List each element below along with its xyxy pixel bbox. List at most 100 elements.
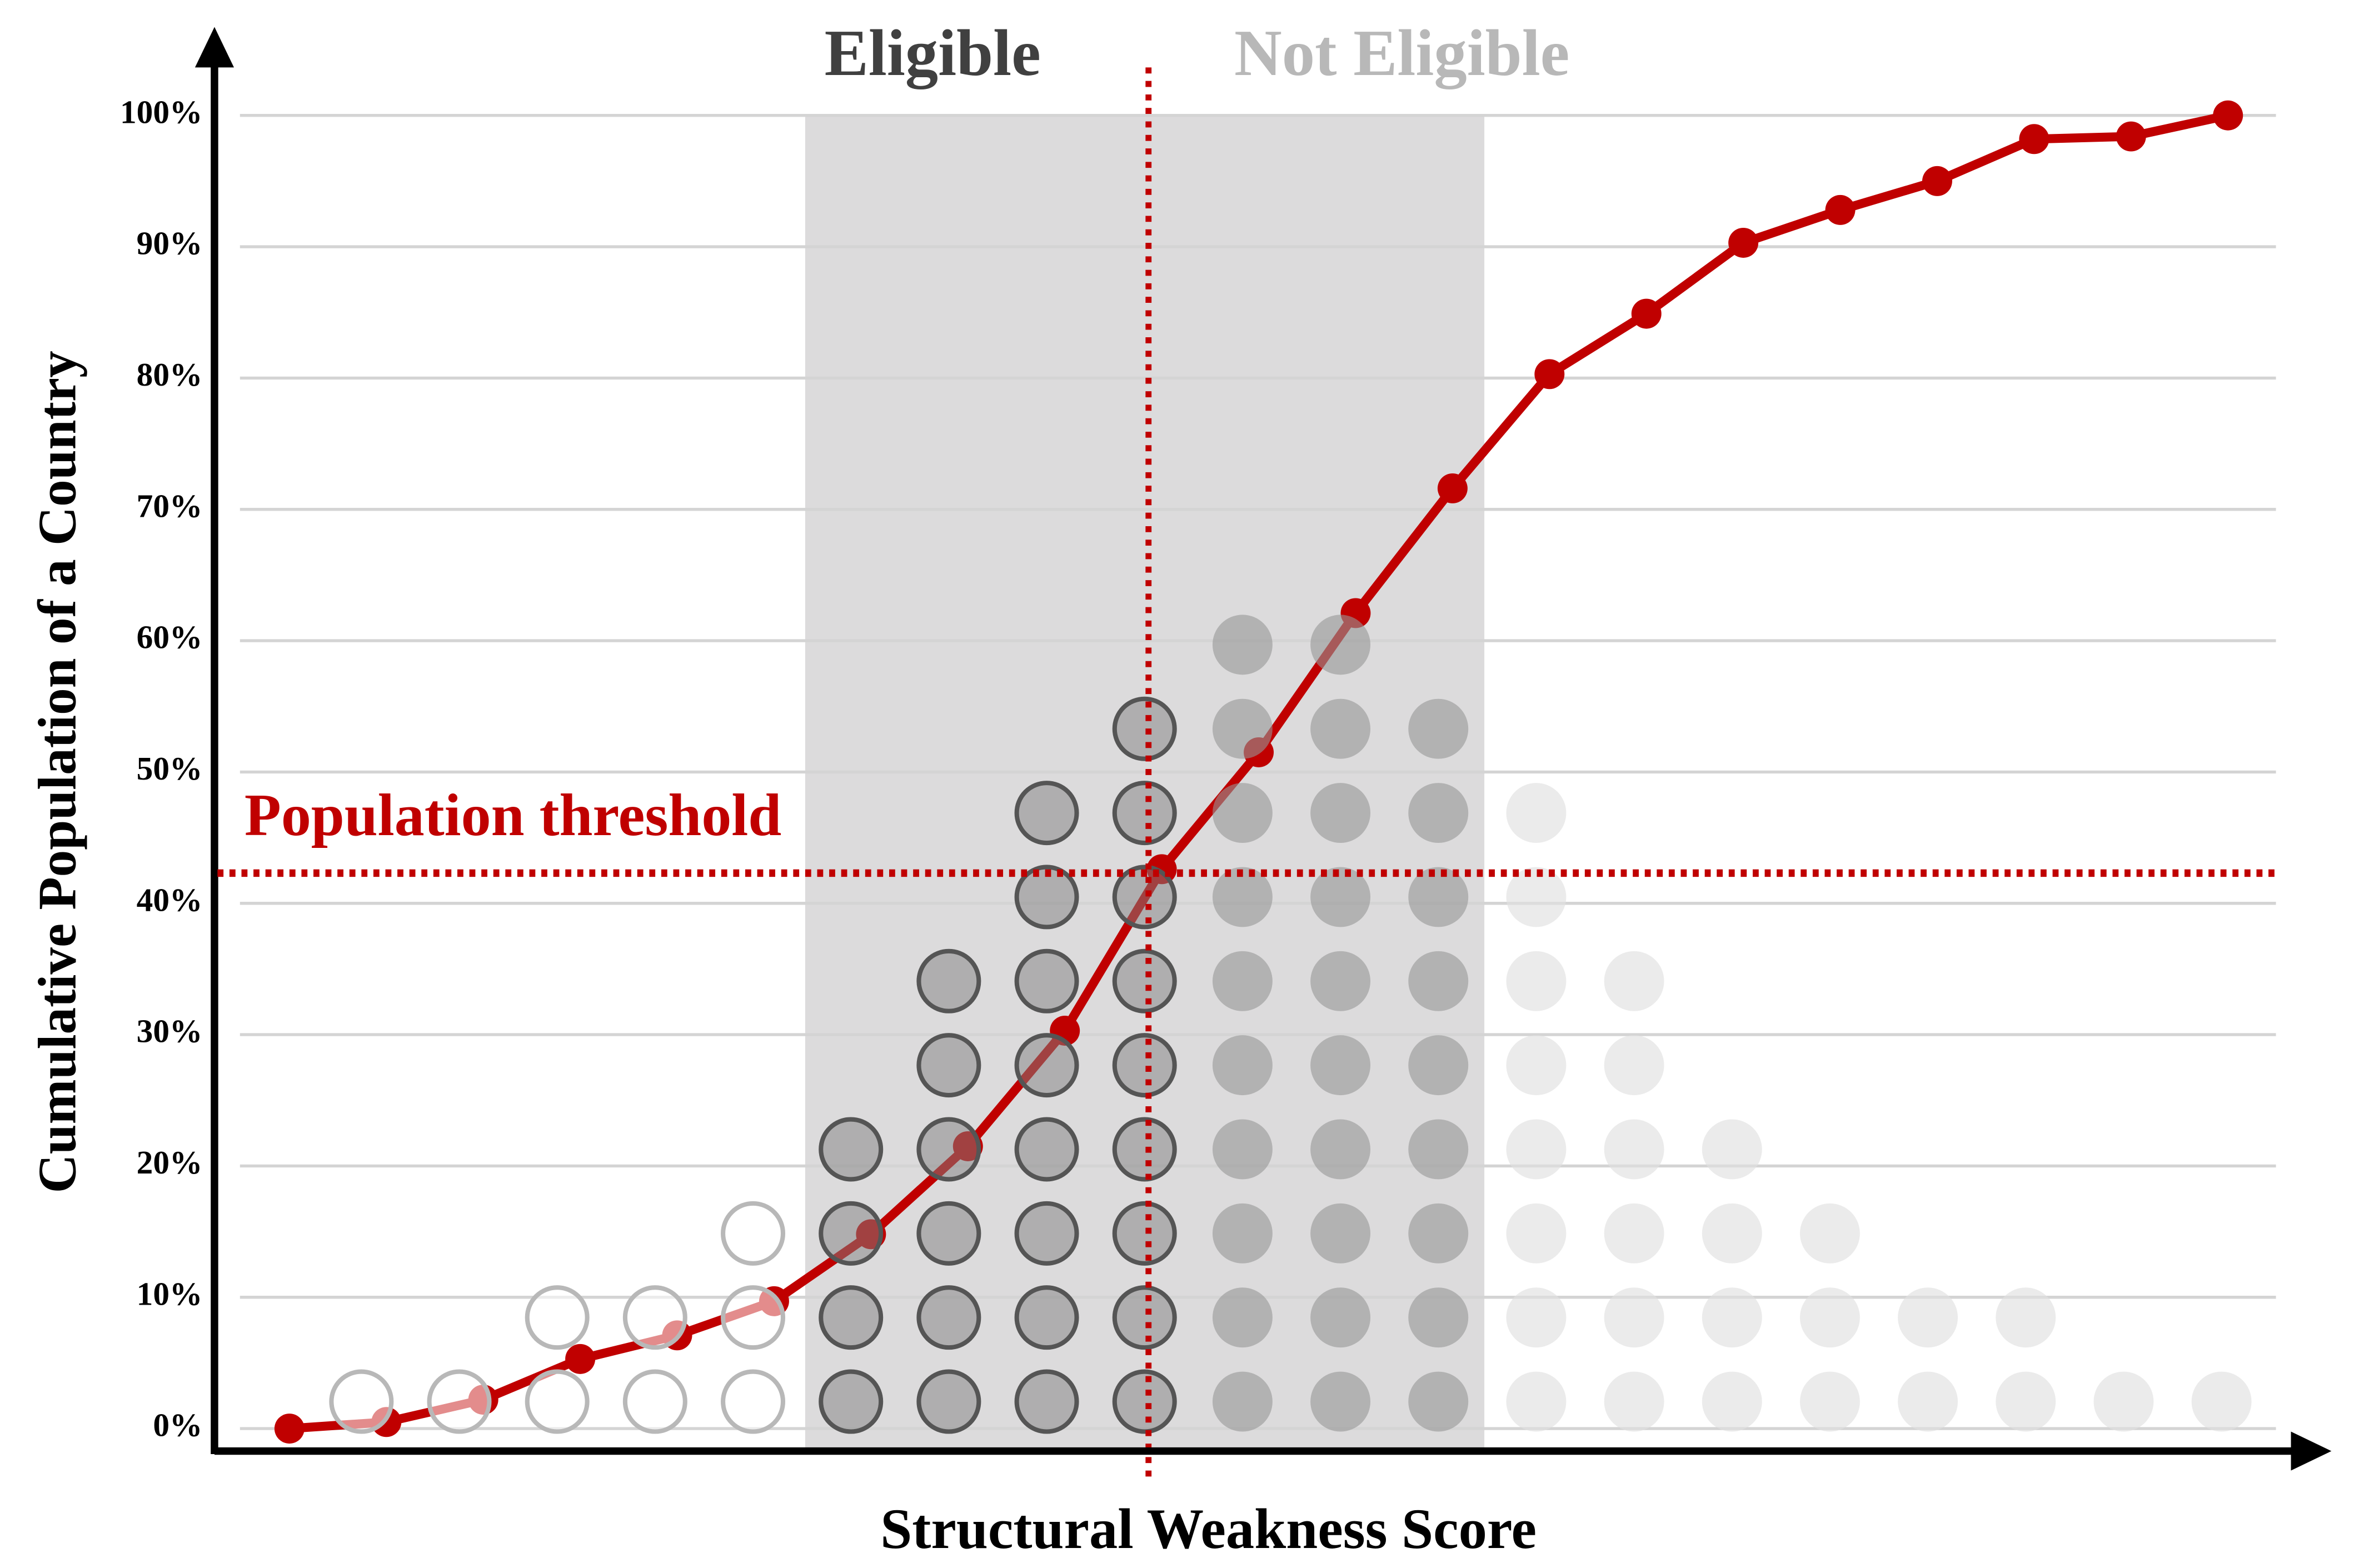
unit-dot [1112, 948, 1177, 1013]
unit-dot [1112, 781, 1177, 846]
y-axis-title: Cumulative Population of a Country [28, 351, 88, 1193]
unit-dot [916, 1201, 981, 1266]
unit-dot [1310, 783, 1371, 843]
unit-dot [1014, 1201, 1079, 1266]
unit-dot [1014, 1285, 1079, 1350]
unit-dot [1212, 698, 1273, 759]
unit-dot [721, 1369, 786, 1434]
unit-dot [1799, 1371, 1860, 1432]
unit-dot [1112, 696, 1177, 761]
unit-dot [819, 1201, 884, 1266]
y-tick-label: 10% [137, 1275, 203, 1312]
unit-dot [1212, 867, 1273, 927]
unit-dot [1212, 951, 1273, 1011]
unit-dot [1408, 698, 1469, 759]
unit-dot [427, 1369, 492, 1434]
unit-dot [819, 1369, 884, 1434]
unit-dot [2093, 1371, 2154, 1432]
unit-dot [1408, 1119, 1469, 1180]
unit-dot [1212, 1035, 1273, 1096]
y-tick-label: 70% [137, 487, 203, 524]
unit-dot [1310, 1035, 1371, 1096]
unit-dot [1212, 1203, 1273, 1264]
unit-dot [916, 948, 981, 1013]
unit-dot [1604, 1203, 1664, 1264]
unit-dot [1310, 1119, 1371, 1180]
unit-dot [1506, 867, 1567, 927]
unit-dot [1310, 698, 1371, 759]
unit-dot [1212, 1371, 1273, 1432]
eligible-label: Eligible [825, 16, 1041, 89]
not-eligible-label: Not Eligible [1234, 16, 1569, 89]
unit-dot [1408, 1203, 1469, 1264]
unit-dot [1112, 1201, 1177, 1266]
unit-dot [1112, 1033, 1177, 1098]
unit-dot [1506, 1119, 1567, 1180]
unit-dot [1506, 1371, 1567, 1432]
unit-dot [1506, 1287, 1567, 1348]
y-tick-label: 30% [137, 1013, 203, 1050]
unit-dot [916, 1285, 981, 1350]
y-axis-arrow [194, 27, 235, 68]
unit-dot [1212, 615, 1273, 675]
unit-dot [1112, 865, 1177, 930]
unit-dot [622, 1285, 687, 1350]
curve-point [1534, 359, 1565, 389]
unit-dot [1506, 1035, 1567, 1096]
unit-dot [1310, 615, 1371, 675]
unit-dot [1408, 867, 1469, 927]
unit-dot [1014, 1117, 1079, 1182]
unit-dot [1506, 951, 1567, 1011]
unit-dot [1506, 783, 1567, 843]
x-axis-arrow [2291, 1431, 2332, 1471]
unit-dot [1996, 1287, 2056, 1348]
unit-dot [1408, 1287, 1469, 1348]
unit-dot [1408, 951, 1469, 1011]
unit-dot [1702, 1203, 1762, 1264]
unit-dot [1408, 783, 1469, 843]
unit-dot [721, 1201, 786, 1266]
unit-dot [2191, 1371, 2252, 1432]
unit-dot [1408, 1371, 1469, 1432]
unit-dot [819, 1285, 884, 1350]
unit-dot [1604, 951, 1664, 1011]
unit-dot [1014, 781, 1079, 846]
unit-dot [916, 1369, 981, 1434]
y-tick-label: 100% [120, 93, 202, 130]
curve-point [2019, 124, 2049, 154]
unit-dot [1310, 951, 1371, 1011]
unit-dot [1702, 1287, 1762, 1348]
unit-dot [525, 1369, 590, 1434]
unit-dot [1310, 1371, 1371, 1432]
unit-dot [721, 1285, 786, 1350]
unit-dot [1604, 1287, 1664, 1348]
y-tick-label: 90% [137, 225, 203, 262]
y-tick-label: 40% [137, 881, 203, 918]
unit-dot [916, 1033, 981, 1098]
x-axis-title: Structural Weakness Score [880, 1498, 1537, 1561]
unit-dot [1212, 783, 1273, 843]
threshold-label: Population threshold [245, 782, 781, 848]
unit-dot [1506, 1203, 1567, 1264]
curve-point [1825, 194, 1856, 225]
unit-dot [1604, 1119, 1664, 1180]
unit-dot [1604, 1371, 1664, 1432]
y-tick-label: 0% [153, 1407, 202, 1444]
curve-point [274, 1414, 305, 1444]
unit-dot [1112, 1285, 1177, 1350]
curve-point [1728, 228, 1759, 258]
unit-dot [1112, 1369, 1177, 1434]
unit-dot [1898, 1287, 1958, 1348]
unit-dot [1604, 1035, 1664, 1096]
unit-dot [1112, 1117, 1177, 1182]
unit-dot [1310, 1287, 1371, 1348]
unit-dot [1702, 1371, 1762, 1432]
curve-point [1437, 473, 1468, 503]
unit-dot [329, 1369, 394, 1434]
unit-dot [1014, 948, 1079, 1013]
unit-dot [819, 1117, 884, 1182]
y-tick-label: 60% [137, 619, 203, 656]
y-tick-label: 20% [137, 1144, 203, 1181]
